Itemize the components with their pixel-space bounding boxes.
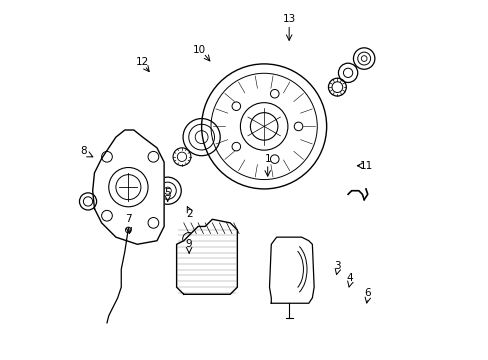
Text: 1: 1 bbox=[264, 154, 270, 163]
Polygon shape bbox=[269, 237, 313, 303]
Text: 10: 10 bbox=[193, 45, 206, 55]
Text: 9: 9 bbox=[185, 239, 192, 249]
Text: 6: 6 bbox=[364, 288, 370, 297]
Text: 11: 11 bbox=[359, 161, 372, 171]
Text: 2: 2 bbox=[185, 209, 192, 219]
Text: 3: 3 bbox=[333, 261, 340, 271]
Text: 7: 7 bbox=[125, 214, 131, 224]
Polygon shape bbox=[176, 219, 237, 294]
Polygon shape bbox=[93, 130, 164, 244]
Text: 8: 8 bbox=[80, 147, 87, 157]
Text: 5: 5 bbox=[164, 188, 171, 198]
Text: 12: 12 bbox=[136, 57, 149, 67]
Text: 4: 4 bbox=[346, 273, 352, 283]
Text: 13: 13 bbox=[282, 14, 295, 24]
